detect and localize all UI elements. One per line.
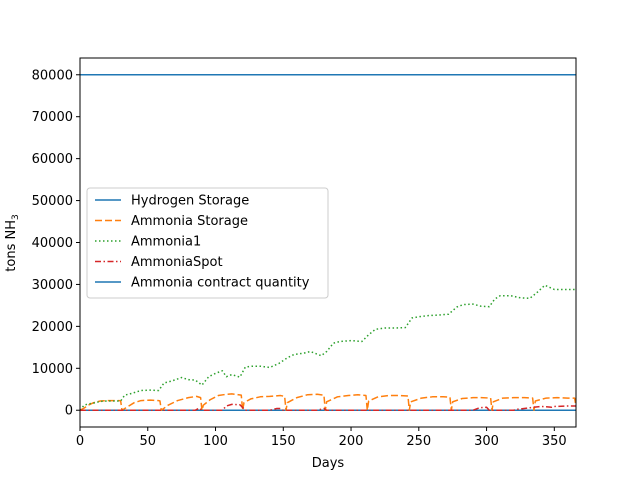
x-tick-label: 150 (271, 434, 296, 449)
x-tick-label: 50 (139, 434, 156, 449)
y-tick-label: 30000 (32, 278, 73, 293)
x-tick-label: 300 (474, 434, 499, 449)
y-tick-label: 80000 (32, 68, 73, 83)
x-tick-label: 250 (406, 434, 431, 449)
legend-label: Ammonia contract quantity (131, 276, 310, 291)
legend-label: Hydrogen Storage (131, 194, 249, 209)
x-axis-label: Days (312, 456, 345, 471)
y-tick-label: 50000 (32, 194, 73, 209)
y-tick-label: 10000 (32, 362, 73, 377)
x-tick-label: 200 (339, 434, 364, 449)
series-line-3 (80, 403, 576, 411)
legend-label: AmmoniaSpot (131, 255, 223, 270)
series-layer (80, 74, 576, 411)
x-axis-ticks: 0 50 100 150 200 250 300 350 (76, 427, 567, 449)
y-tick-label: 20000 (32, 320, 73, 335)
y-tick-label: 70000 (32, 110, 73, 125)
x-tick-label: 350 (542, 434, 567, 449)
legend-label: Ammonia1 (131, 235, 201, 250)
legend-box (86, 187, 329, 299)
x-tick-label: 0 (76, 434, 84, 449)
y-axis-label: tons NH3 (4, 214, 21, 271)
y-tick-label: 0 (65, 404, 73, 419)
series-line-1 (80, 393, 576, 411)
y-tick-label: 60000 (32, 152, 73, 167)
legend-label: Ammonia Storage (131, 214, 248, 229)
series-line-2 (80, 284, 576, 411)
y-axis-label-subscript: 3 (11, 214, 21, 220)
y-axis-ticks: 0 10000 20000 30000 40000 50000 60000 70000 8000… (32, 68, 80, 419)
legend: Hydrogen Storage Ammonia Storage Ammonia1 A… (86, 187, 329, 299)
x-tick-label: 100 (203, 434, 228, 449)
y-tick-label: 40000 (32, 236, 73, 251)
